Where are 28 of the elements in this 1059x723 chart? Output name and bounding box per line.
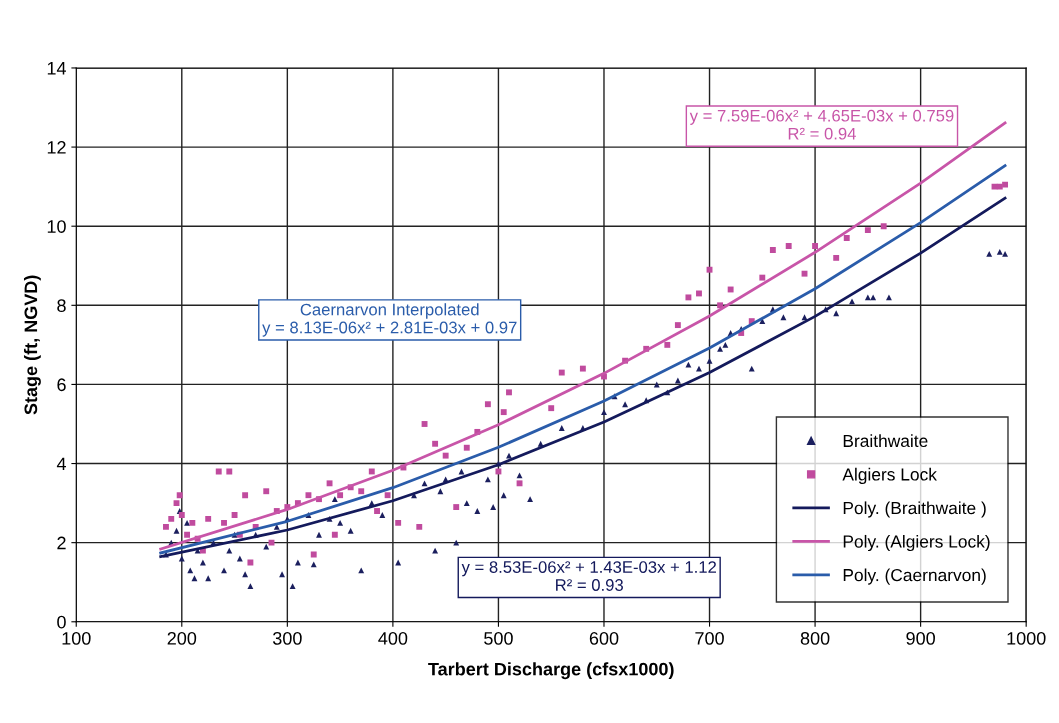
x-tick-label: 600 [589,631,619,645]
y-tick-label: 14 [47,62,66,75]
y-tick-label: 0 [57,615,66,629]
y-tick-label: 4 [56,457,66,471]
y-tick-label: 10 [47,220,66,233]
y-tick-label: 8 [57,299,66,313]
legend-label: Poly. (Caernarvon) [843,568,986,585]
x-tick-label: 1000 [1007,631,1046,645]
legend-label: Algiers Lock [842,467,937,485]
x-tick-label: 100 [62,631,91,645]
legend-label: Braithwaite [843,434,928,448]
x-tick-label: 300 [272,631,302,645]
y-tick-label: 6 [57,378,66,392]
x-axis-title: Tarbert Discharge (cfsx1000) [428,662,674,680]
annotation: y = 8.53E-06x² + 1.43E-03x + 1.12 R² = 0.93 [461,561,716,591]
y-tick-label: 12 [47,141,66,154]
legend-label: Poly. (Algiers Lock) [843,534,990,552]
y-tick-label: 2 [57,536,66,550]
y-axis-title: Stage (ft, NGVD) [23,275,41,415]
x-tick-label: 800 [800,631,830,645]
x-tick-label: 700 [695,631,724,645]
x-tick-label: 500 [484,631,513,645]
x-tick-label: 200 [167,631,197,645]
annotation: Caernarvon Interpolated y = 8.13E-06x² + 2.81E-03x + 0.97 [262,303,517,337]
x-tick-label: 400 [378,631,408,645]
x-tick-label: 900 [906,631,935,645]
annotation: y = 7.59E-06x² + 4.65E-03x + 0.759 R² = 0.94 [689,109,954,140]
legend-label: Poly. (Braithwaite ) [843,501,986,518]
